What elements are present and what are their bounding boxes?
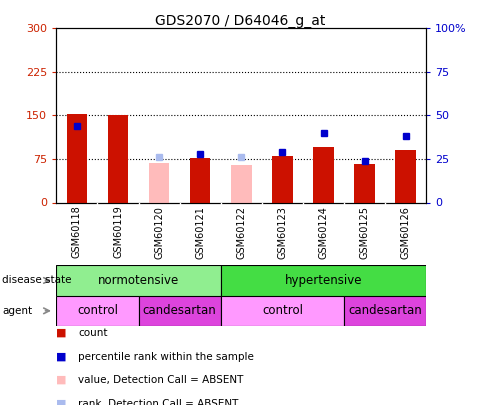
Text: agent: agent: [2, 306, 32, 316]
Text: count: count: [78, 328, 108, 338]
Text: disease state: disease state: [2, 275, 72, 286]
Bar: [395, 150, 416, 202]
Bar: [354, 164, 375, 202]
Text: GSM60126: GSM60126: [401, 206, 411, 258]
Bar: [231, 165, 251, 202]
Text: rank, Detection Call = ABSENT: rank, Detection Call = ABSENT: [78, 399, 239, 405]
Bar: [221, 296, 344, 326]
Text: candesartan: candesartan: [143, 304, 217, 318]
Bar: [139, 296, 221, 326]
Text: GSM60122: GSM60122: [236, 206, 246, 259]
Text: GSM60124: GSM60124: [318, 206, 328, 258]
Text: control: control: [77, 304, 118, 318]
Bar: [190, 158, 211, 202]
Bar: [56, 265, 221, 296]
Text: ■: ■: [56, 375, 67, 385]
Text: GSM60120: GSM60120: [154, 206, 164, 258]
Text: normotensive: normotensive: [98, 274, 179, 287]
Text: GSM60121: GSM60121: [195, 206, 205, 258]
Text: ■: ■: [56, 328, 67, 338]
Text: candesartan: candesartan: [348, 304, 422, 318]
Text: GSM60125: GSM60125: [360, 206, 369, 259]
Text: GSM60118: GSM60118: [72, 206, 82, 258]
Bar: [67, 114, 87, 202]
Text: GSM60123: GSM60123: [277, 206, 288, 258]
Bar: [149, 163, 170, 202]
Text: GSM60119: GSM60119: [113, 206, 123, 258]
Bar: [221, 265, 426, 296]
Text: control: control: [262, 304, 303, 318]
Bar: [108, 115, 128, 202]
Text: ■: ■: [56, 399, 67, 405]
Text: percentile rank within the sample: percentile rank within the sample: [78, 352, 254, 362]
Bar: [272, 156, 293, 202]
Text: ■: ■: [56, 352, 67, 362]
Text: hypertensive: hypertensive: [285, 274, 362, 287]
Bar: [56, 296, 139, 326]
Text: value, Detection Call = ABSENT: value, Detection Call = ABSENT: [78, 375, 244, 385]
Bar: [313, 147, 334, 202]
Text: GDS2070 / D64046_g_at: GDS2070 / D64046_g_at: [155, 14, 325, 28]
Bar: [344, 296, 426, 326]
